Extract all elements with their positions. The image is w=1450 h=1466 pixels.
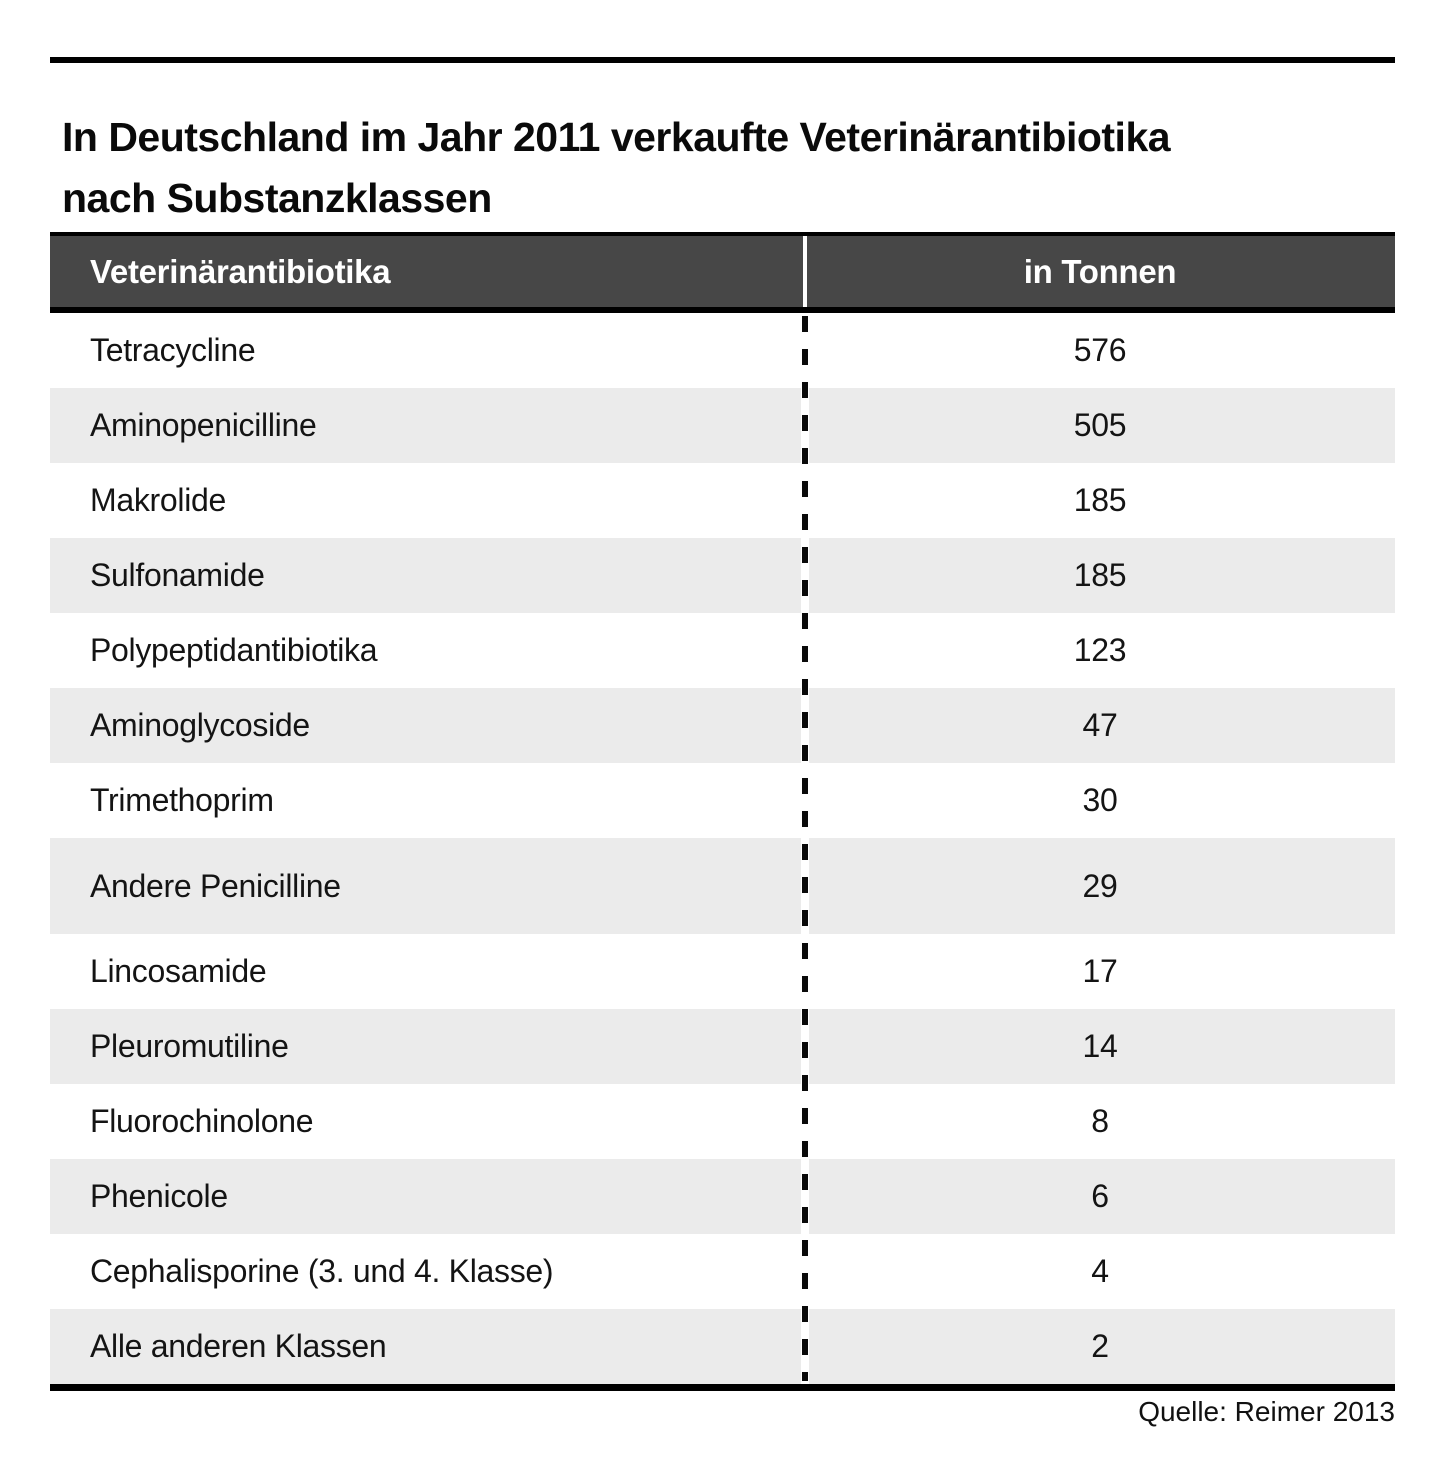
table-row: Cephalisporine (3. und 4. Klasse) 4	[50, 1234, 1395, 1309]
substance-name: Polypeptidantibiotika	[90, 632, 378, 668]
substance-name: Alle anderen Klassen	[90, 1328, 387, 1364]
tonnage-value: 29	[1082, 867, 1118, 904]
table-row: Lincosamide 17	[50, 934, 1395, 1009]
table-row: Polypeptidantibiotika 123	[50, 613, 1395, 688]
table-row: Makrolide 185	[50, 463, 1395, 538]
tonnage-value: 185	[1073, 557, 1127, 593]
table-header-row: Veterinärantibiotika in Tonnen	[50, 232, 1395, 307]
column-header-tonnage: in Tonnen	[1023, 252, 1177, 290]
antibiotics-table: Veterinärantibiotika in Tonnen Tetracycl…	[50, 232, 1395, 1391]
tonnage-value: 14	[1082, 1028, 1118, 1064]
page-title-line2: nach Substanzklassen	[62, 175, 492, 222]
table-row: Sulfonamide 185	[50, 538, 1395, 613]
substance-name: Fluorochinolone	[90, 1103, 314, 1139]
source-credit: Quelle: Reimer 2013	[1138, 1396, 1395, 1427]
table-row: Fluorochinolone 8	[50, 1084, 1395, 1159]
table-row: Tetracycline 576	[50, 313, 1395, 388]
tonnage-value: 505	[1073, 407, 1127, 443]
bottom-rule	[50, 1384, 1395, 1391]
table-body: Tetracycline 576 Aminopenicilline 505 Ma…	[50, 313, 1395, 1384]
column-header-substance: Veterinärantibiotika	[90, 252, 391, 290]
substance-name: Phenicole	[90, 1178, 228, 1214]
tonnage-value: 30	[1082, 782, 1118, 818]
substance-name: Andere Penicilline	[90, 867, 341, 904]
table-row: Trimethoprim 30	[50, 763, 1395, 838]
page-title: In Deutschland im Jahr 2011 verkaufte Ve…	[62, 107, 1392, 229]
header-rule	[50, 307, 1395, 313]
substance-name: Tetracycline	[90, 332, 256, 368]
substance-name: Aminoglycoside	[90, 707, 310, 743]
header-column-separator	[803, 236, 807, 307]
tonnage-value: 47	[1082, 707, 1118, 743]
table-row: Pleuromutiline 14	[50, 1009, 1395, 1084]
table-row: Andere Penicilline 29	[50, 838, 1395, 934]
tonnage-value: 8	[1091, 1103, 1109, 1139]
tonnage-value: 17	[1082, 953, 1118, 989]
column-divider-dashed-line	[802, 316, 808, 1381]
page-title-line1: In Deutschland im Jahr 2011 verkaufte Ve…	[62, 114, 1171, 161]
substance-name: Cephalisporine (3. und 4. Klasse)	[90, 1253, 554, 1289]
table-row: Aminoglycoside 47	[50, 688, 1395, 763]
table-row: Phenicole 6	[50, 1159, 1395, 1234]
table-row: Alle anderen Klassen 2	[50, 1309, 1395, 1384]
tonnage-value: 123	[1073, 632, 1127, 668]
substance-name: Aminopenicilline	[90, 407, 317, 443]
substance-name: Trimethoprim	[90, 782, 274, 818]
substance-name: Pleuromutiline	[90, 1028, 289, 1064]
substance-name: Makrolide	[90, 482, 227, 518]
substance-name: Sulfonamide	[90, 557, 265, 593]
tonnage-value: 4	[1091, 1253, 1109, 1289]
tonnage-value: 6	[1091, 1178, 1109, 1214]
table-row: Aminopenicilline 505	[50, 388, 1395, 463]
substance-name: Lincosamide	[90, 953, 267, 989]
tonnage-value: 185	[1073, 482, 1127, 518]
tonnage-value: 2	[1091, 1328, 1109, 1364]
top-rule	[50, 57, 1395, 63]
tonnage-value: 576	[1073, 332, 1127, 368]
